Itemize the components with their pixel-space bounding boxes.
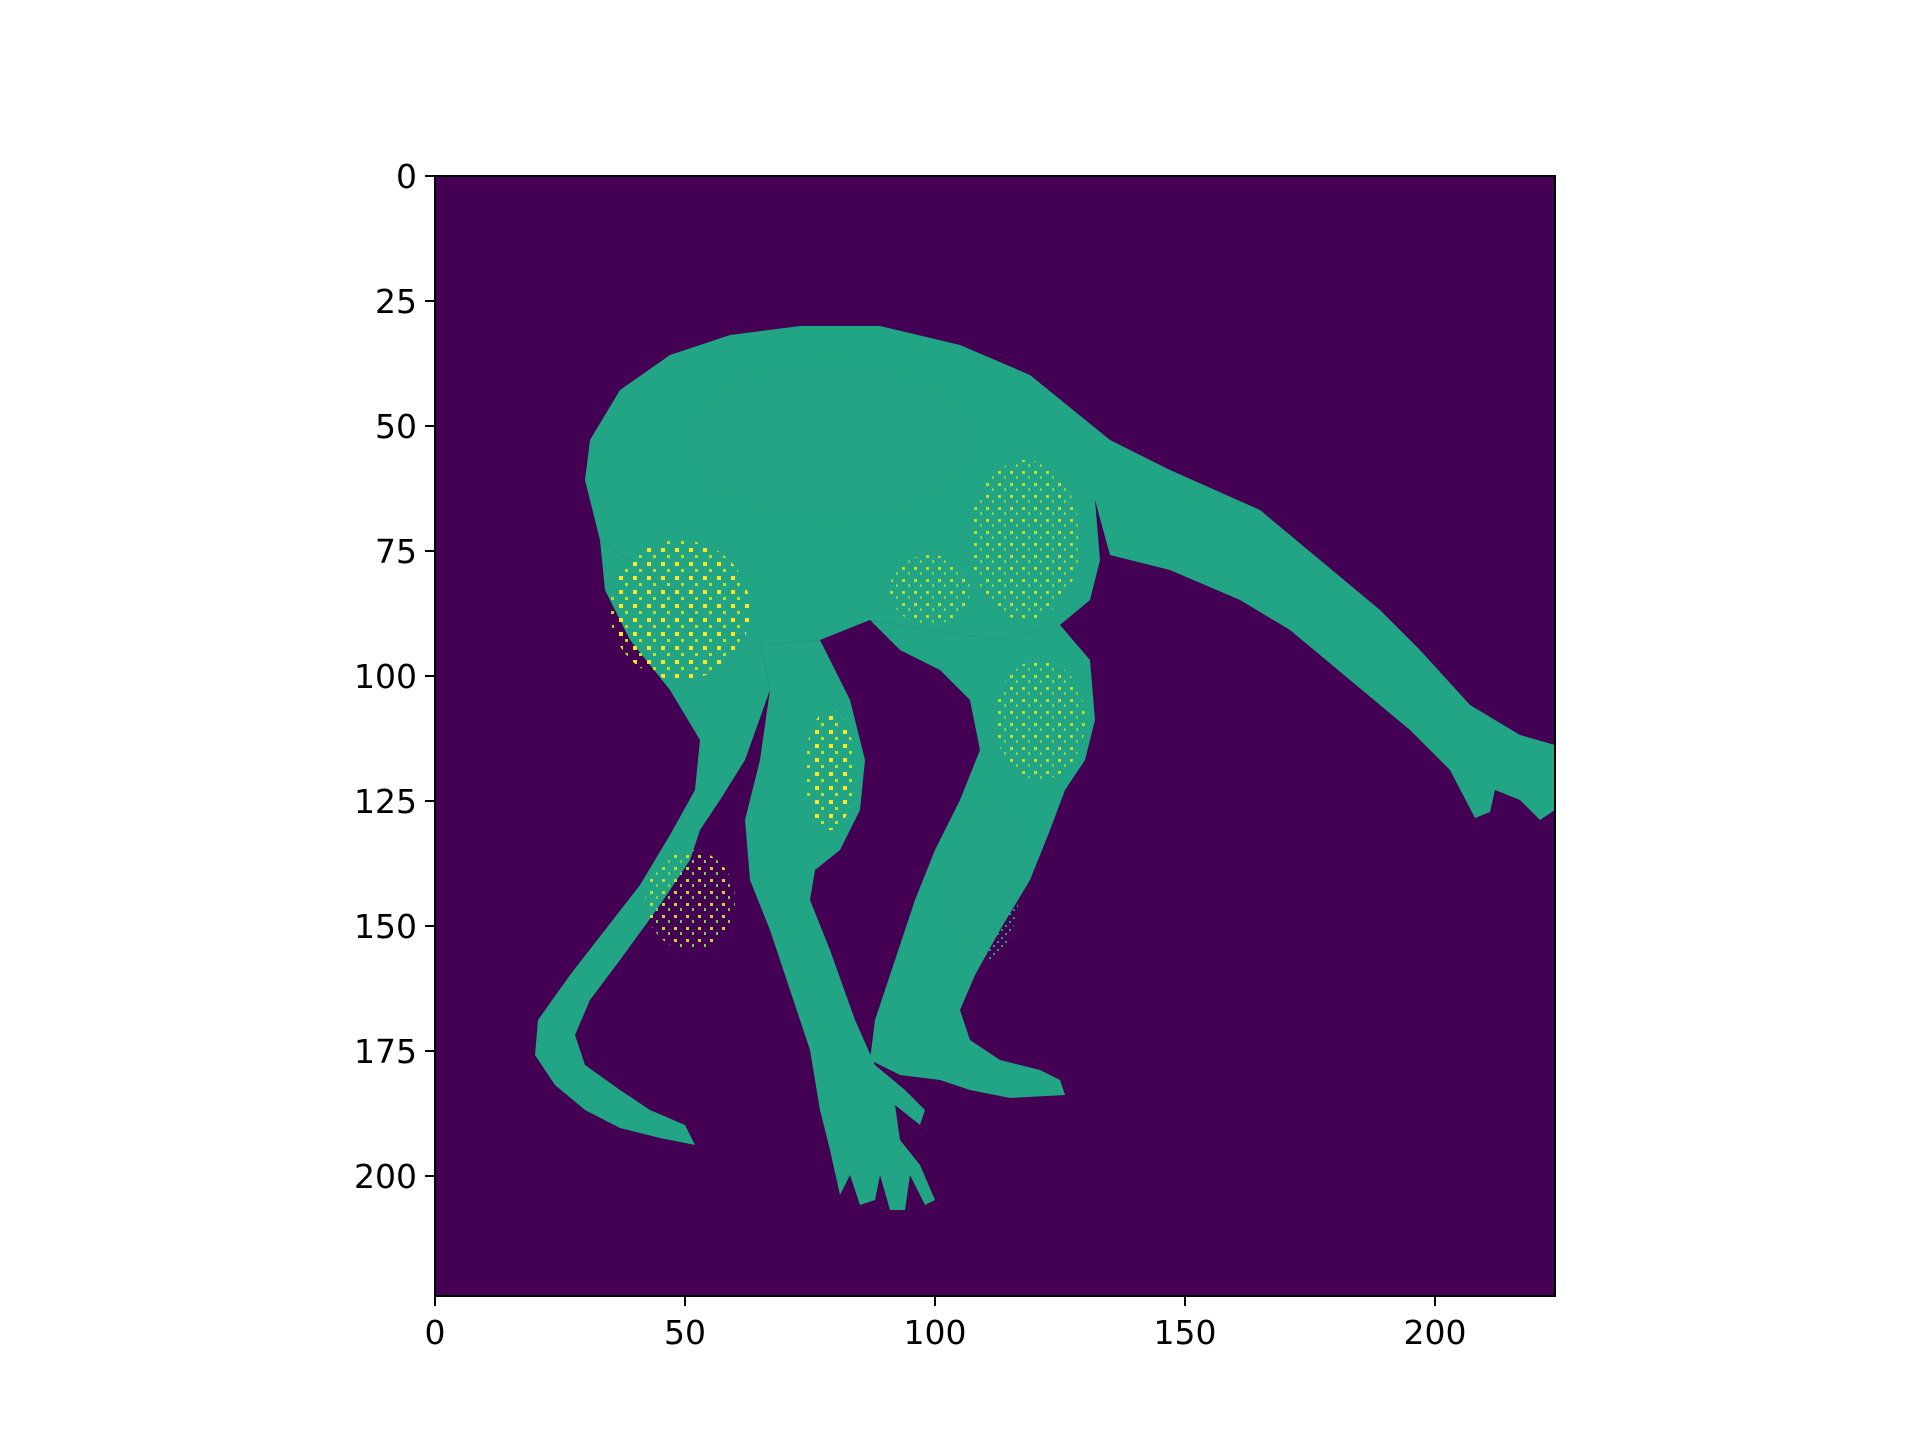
y-axis: 0 25 50 75 100 125 150 175 200 <box>354 157 435 1196</box>
x-tick-label: 0 <box>425 1313 446 1352</box>
axes-frame <box>434 175 1556 1297</box>
speckle-region-shin <box>950 800 1020 960</box>
y-tick-label: 125 <box>354 782 417 821</box>
y-tick-label: 75 <box>375 532 417 571</box>
x-tick-label: 200 <box>1404 1313 1467 1352</box>
y-tick-label: 175 <box>354 1032 417 1071</box>
heatmap-image <box>435 176 1555 1296</box>
speckle-region-thigh <box>610 540 750 680</box>
speckle-region-calf <box>645 850 735 950</box>
x-tick-label: 50 <box>664 1313 706 1352</box>
x-tick-label: 150 <box>1154 1313 1217 1352</box>
y-tick-label: 50 <box>375 407 417 446</box>
y-tick-label: 25 <box>375 282 417 321</box>
silhouette-left-leg <box>535 540 770 1145</box>
speckle-region-front-calf <box>995 660 1085 780</box>
speckle-region-shoulder <box>970 460 1080 620</box>
silhouette-left-shin <box>745 640 935 1210</box>
speckle-region-back <box>690 360 970 520</box>
x-axis: 0 50 100 150 200 <box>425 1296 1467 1352</box>
speckle-region-knee <box>805 710 855 830</box>
y-tick-label: 200 <box>354 1157 417 1196</box>
silhouette-arm <box>1030 375 1555 820</box>
y-tick-label: 150 <box>354 907 417 946</box>
speckle-region-hip <box>890 555 970 625</box>
y-tick-label: 100 <box>354 657 417 696</box>
y-tick-label: 0 <box>396 157 417 196</box>
x-tick-label: 100 <box>904 1313 967 1352</box>
speckle-texture <box>610 360 1085 960</box>
